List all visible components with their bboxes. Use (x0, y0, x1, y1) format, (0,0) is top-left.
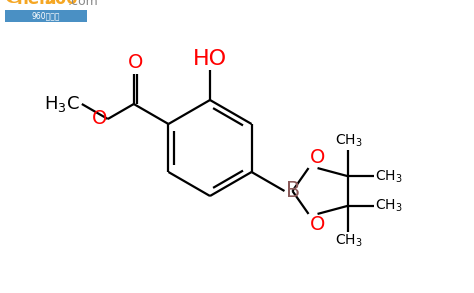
FancyBboxPatch shape (5, 10, 87, 22)
Text: C: C (5, 0, 24, 8)
Text: B: B (286, 181, 301, 201)
Text: .com: .com (68, 0, 99, 8)
Text: CH$_3$: CH$_3$ (375, 168, 403, 185)
Text: HO: HO (193, 49, 227, 69)
Text: O: O (128, 53, 143, 72)
Text: H$_3$C: H$_3$C (44, 94, 80, 114)
Text: CH$_3$: CH$_3$ (335, 233, 362, 249)
Text: hem: hem (17, 0, 57, 8)
Text: O: O (310, 215, 325, 234)
Text: CH$_3$: CH$_3$ (335, 133, 362, 149)
Text: 960: 960 (43, 0, 78, 8)
Text: O: O (91, 110, 107, 129)
Text: O: O (310, 148, 325, 167)
Text: CH$_3$: CH$_3$ (375, 197, 403, 214)
Text: 960化工网: 960化工网 (32, 11, 60, 21)
